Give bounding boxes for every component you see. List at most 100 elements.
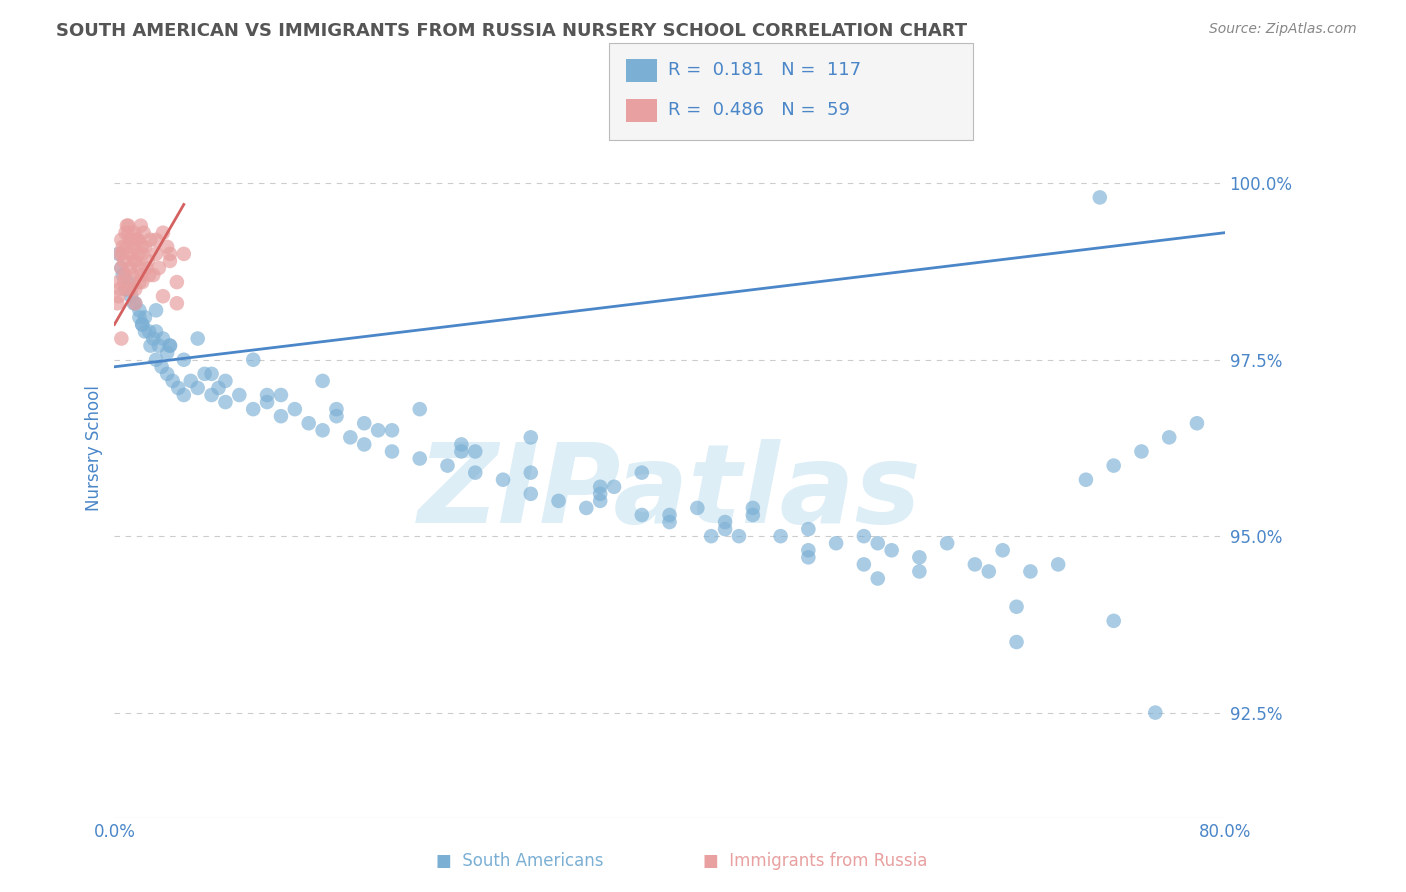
Text: ■  Immigrants from Russia: ■ Immigrants from Russia (703, 852, 928, 870)
Point (124, 296, 146, 310)
Point (159, 338, 181, 352)
Point (1088, 190, 1111, 204)
Point (127, 233, 149, 247)
Point (125, 233, 148, 247)
Point (110, 260, 132, 275)
Point (741, 500, 763, 515)
Point (866, 572, 889, 586)
Point (124, 282, 146, 296)
Point (138, 268, 160, 282)
Point (148, 260, 170, 275)
Point (381, 444, 404, 458)
Point (1074, 473, 1097, 487)
Point (311, 423, 333, 437)
Point (145, 247, 167, 261)
Point (1005, 635, 1028, 649)
Point (166, 296, 188, 310)
Point (852, 558, 875, 572)
Point (187, 381, 209, 395)
Point (520, 487, 543, 501)
Point (118, 233, 141, 247)
Point (142, 268, 165, 282)
Point (589, 494, 612, 508)
Point (381, 423, 404, 437)
Point (1144, 706, 1167, 720)
Y-axis label: Nursery School: Nursery School (86, 385, 103, 511)
Point (936, 536, 959, 550)
Point (353, 437, 375, 451)
Point (450, 437, 472, 451)
Point (173, 247, 195, 261)
Point (131, 318, 153, 332)
Point (325, 409, 347, 424)
Point (589, 480, 612, 494)
Point (107, 247, 129, 261)
Point (128, 260, 150, 275)
Point (120, 289, 142, 303)
Point (111, 240, 134, 254)
Point (200, 388, 222, 402)
Point (127, 247, 149, 261)
Point (108, 282, 131, 296)
Point (152, 289, 174, 303)
Point (207, 381, 229, 395)
Point (769, 529, 792, 543)
Point (117, 275, 139, 289)
Point (122, 296, 145, 310)
Point (152, 226, 174, 240)
Point (156, 345, 179, 359)
Point (908, 565, 931, 579)
Point (107, 275, 129, 289)
Point (108, 247, 131, 261)
Point (1005, 599, 1028, 614)
Point (228, 388, 250, 402)
Point (520, 466, 543, 480)
Point (117, 226, 139, 240)
Point (152, 332, 174, 346)
Point (194, 367, 217, 381)
Point (1159, 430, 1181, 444)
Point (797, 522, 820, 536)
Point (825, 536, 848, 550)
Point (159, 254, 181, 268)
Point (148, 338, 170, 352)
Point (575, 500, 598, 515)
Point (117, 282, 139, 296)
Point (129, 268, 152, 282)
Point (129, 219, 152, 233)
Point (117, 282, 139, 296)
Point (547, 494, 569, 508)
Point (128, 310, 150, 325)
Point (200, 367, 222, 381)
Point (156, 240, 179, 254)
Point (728, 529, 751, 543)
Point (131, 275, 153, 289)
Point (114, 282, 136, 296)
Point (242, 352, 264, 367)
Point (741, 508, 763, 522)
Point (298, 416, 321, 430)
Point (110, 260, 132, 275)
Point (866, 536, 889, 550)
Point (121, 268, 143, 282)
Text: R =  0.486   N =  59: R = 0.486 N = 59 (668, 101, 849, 119)
Point (630, 508, 652, 522)
Point (166, 275, 188, 289)
Text: R =  0.181   N =  117: R = 0.181 N = 117 (668, 62, 860, 79)
Point (132, 226, 155, 240)
Point (353, 416, 375, 430)
Point (117, 219, 139, 233)
Point (325, 402, 347, 417)
Point (409, 451, 432, 466)
Point (589, 487, 612, 501)
Point (797, 550, 820, 565)
Point (256, 395, 278, 409)
Point (714, 515, 737, 529)
Point (138, 325, 160, 339)
Point (145, 325, 167, 339)
Point (159, 338, 181, 352)
Point (603, 480, 626, 494)
Point (1019, 565, 1042, 579)
Point (187, 332, 209, 346)
Point (464, 466, 486, 480)
